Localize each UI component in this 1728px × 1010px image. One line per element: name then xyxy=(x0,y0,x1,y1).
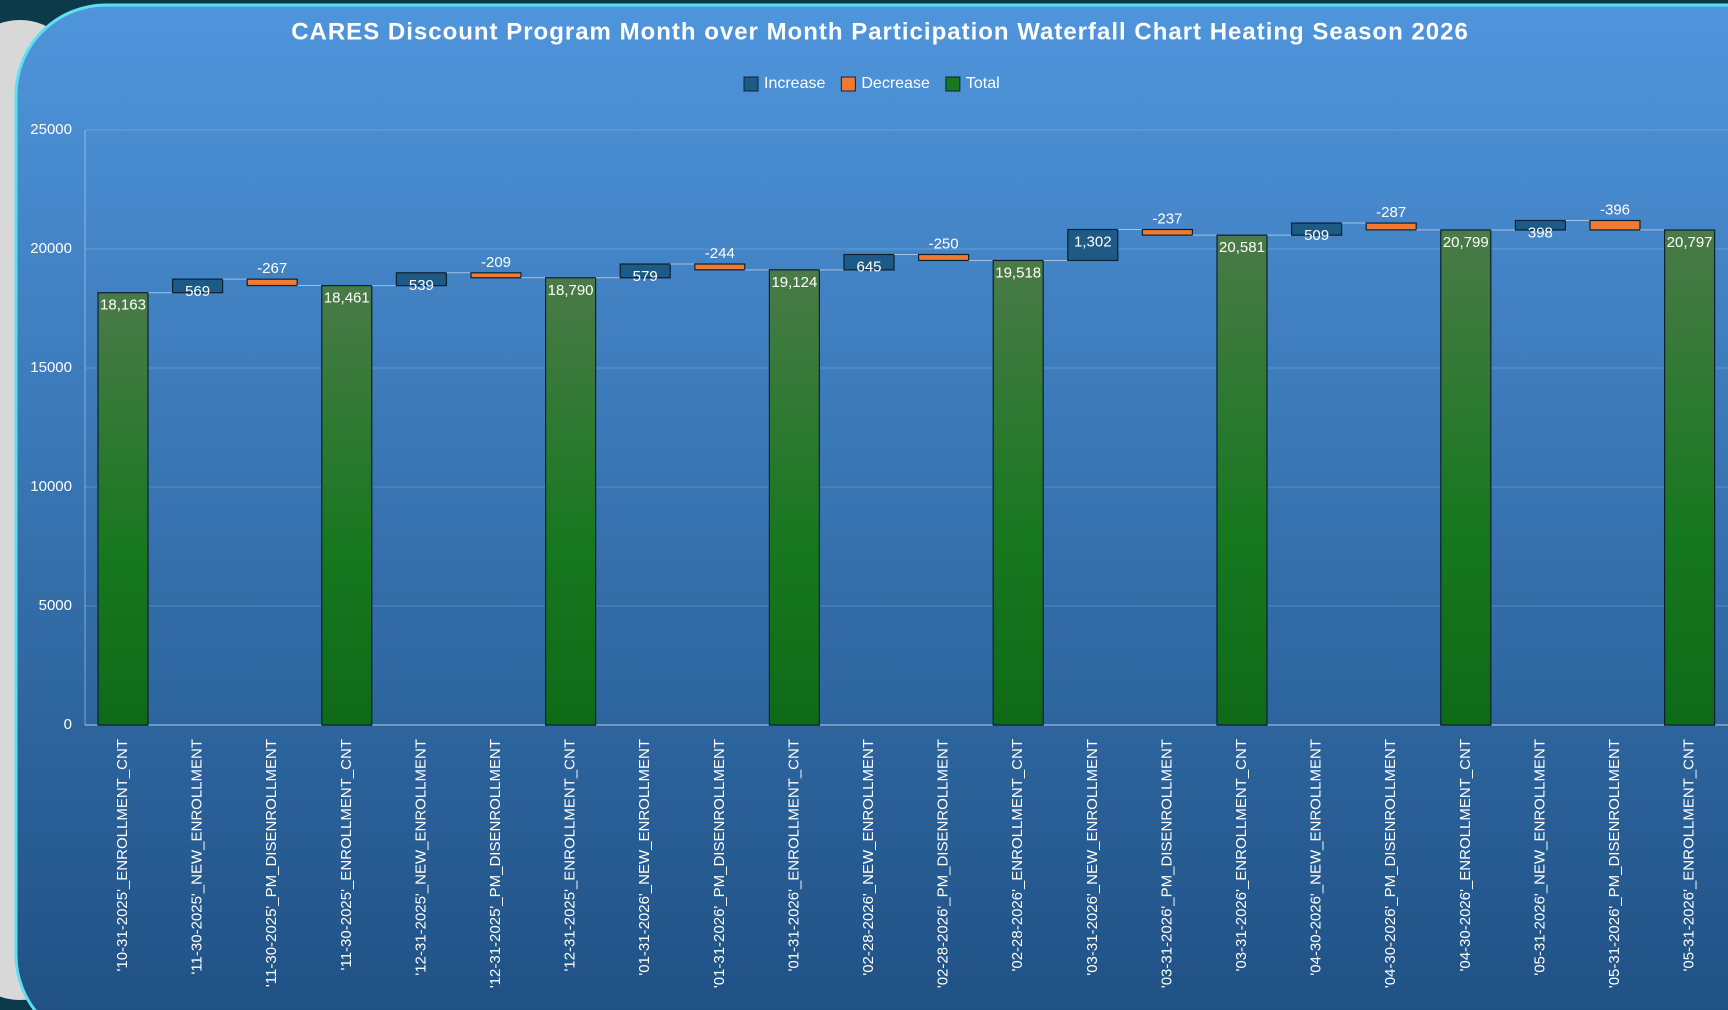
decrease-bar xyxy=(470,272,522,279)
total-bar xyxy=(544,277,597,726)
legend-swatch xyxy=(743,76,759,92)
legend-swatch xyxy=(945,76,961,92)
legend-label: Decrease xyxy=(861,75,930,92)
y-tick-label: 20000 xyxy=(30,240,72,257)
data-label: -250 xyxy=(929,235,959,252)
x-tick-label: '12-31-2025'_ENROLLMENT_CNT xyxy=(562,739,579,972)
data-label: 1,302 xyxy=(1074,233,1112,250)
x-tick-label: '05-31-2026'_PM_DISENROLLMENT xyxy=(1606,739,1623,988)
legend: Increase Decrease Total xyxy=(743,75,1000,92)
y-tick-label: 25000 xyxy=(30,121,72,138)
data-label: 18,163 xyxy=(100,297,146,314)
x-tick-label: '02-28-2026'_ENROLLMENT_CNT xyxy=(1009,739,1026,972)
x-tick-label: '11-30-2025'_PM_DISENROLLMENT xyxy=(263,739,280,987)
data-label: -209 xyxy=(481,254,511,271)
increase-bar xyxy=(619,263,671,279)
x-tick-label: '03-31-2026'_NEW_ENROLLMENT xyxy=(1084,739,1101,976)
data-label: -237 xyxy=(1152,210,1182,227)
x-tick-label: '01-31-2026'_PM_DISENROLLMENT xyxy=(711,739,728,988)
x-tick-label: '02-28-2026'_PM_DISENROLLMENT xyxy=(935,739,952,988)
y-tick-label: 10000 xyxy=(30,478,72,495)
total-bar xyxy=(97,292,149,726)
x-tick-label: '03-31-2026'_PM_DISENROLLMENT xyxy=(1158,739,1175,988)
data-label: 539 xyxy=(409,277,434,294)
total-bar xyxy=(321,285,373,726)
x-tick-label: '12-31-2025'_PM_DISENROLLMENT xyxy=(487,739,504,988)
total-bar xyxy=(1663,229,1716,726)
data-label: 569 xyxy=(185,283,210,300)
decrease-bar xyxy=(1365,222,1417,231)
decrease-bar xyxy=(1589,219,1641,231)
chart-title: CARES Discount Program Month over Month … xyxy=(291,18,1469,45)
increase-bar xyxy=(1067,228,1119,262)
total-bar xyxy=(992,259,1044,726)
x-tick-label: '11-30-2025'_NEW_ENROLLMENT xyxy=(189,739,206,975)
x-tick-label: '01-31-2026'_ENROLLMENT_CNT xyxy=(785,739,802,972)
data-label: 645 xyxy=(856,258,881,275)
x-tick-label: '04-30-2026'_NEW_ENROLLMENT xyxy=(1308,739,1325,976)
increase-bar xyxy=(172,278,224,294)
y-tick-label: 0 xyxy=(64,716,72,733)
data-label: 20,581 xyxy=(1219,239,1265,256)
y-tick-label: 5000 xyxy=(39,597,72,614)
data-label: 19,518 xyxy=(995,264,1041,281)
x-tick-label: '05-31-2026'_NEW_ENROLLMENT xyxy=(1531,739,1548,976)
x-tick-label: '12-31-2025'_NEW_ENROLLMENT xyxy=(412,739,429,976)
x-tick-label: '02-28-2026'_NEW_ENROLLMENT xyxy=(860,739,877,976)
x-tick-label: '04-30-2026'_ENROLLMENT_CNT xyxy=(1457,739,1474,972)
data-label: 20,797 xyxy=(1667,234,1713,251)
total-bar xyxy=(1216,234,1268,726)
decrease-bar xyxy=(246,278,298,287)
increase-bar xyxy=(843,253,895,271)
data-label: 20,799 xyxy=(1443,234,1489,251)
legend-label: Total xyxy=(966,75,1000,92)
x-tick-label: '10-31-2025'_ENROLLMENT_CNT xyxy=(114,739,131,972)
x-tick-label: '04-30-2026'_PM_DISENROLLMENT xyxy=(1382,739,1399,988)
increase-bar xyxy=(1290,222,1343,236)
data-label: 18,461 xyxy=(324,290,370,307)
legend-label: Increase xyxy=(764,75,825,92)
total-bar xyxy=(768,269,821,726)
legend-swatch xyxy=(840,76,856,92)
data-label: 18,790 xyxy=(548,282,594,299)
data-label: -396 xyxy=(1600,201,1630,218)
data-label: 579 xyxy=(633,268,658,285)
data-label: -244 xyxy=(705,245,735,262)
x-tick-label: '01-31-2026'_NEW_ENROLLMENT xyxy=(636,739,653,976)
data-label: 19,124 xyxy=(771,274,817,291)
chart-panel xyxy=(14,3,1728,1010)
x-tick-label: '11-30-2025'_ENROLLMENT_CNT xyxy=(338,739,355,970)
y-tick-label: 15000 xyxy=(30,359,72,376)
decrease-bar xyxy=(917,253,970,262)
data-label: 398 xyxy=(1528,224,1553,241)
data-label: 509 xyxy=(1304,227,1329,244)
data-label: -287 xyxy=(1376,204,1406,221)
x-tick-label: '03-31-2026'_ENROLLMENT_CNT xyxy=(1233,739,1250,972)
increase-bar xyxy=(395,272,447,287)
data-label: -267 xyxy=(257,260,287,277)
total-bar xyxy=(1440,229,1492,726)
decrease-bar xyxy=(694,263,746,271)
decrease-bar xyxy=(1141,228,1194,236)
increase-bar xyxy=(1514,219,1567,231)
x-tick-label: '05-31-2026'_ENROLLMENT_CNT xyxy=(1681,739,1698,972)
